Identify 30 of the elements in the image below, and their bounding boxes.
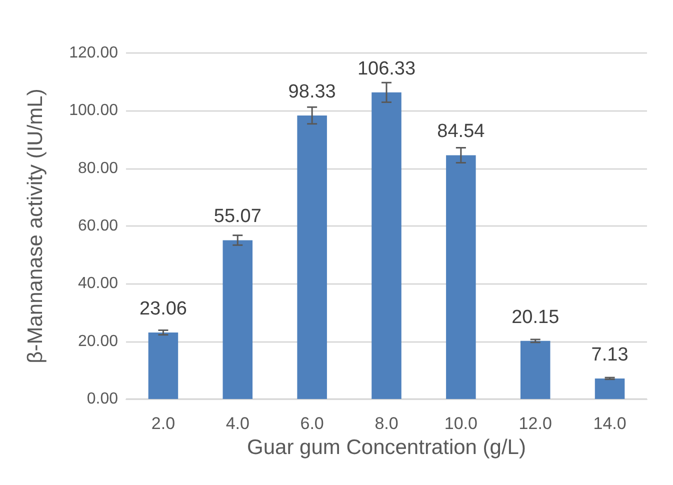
data-label: 106.33 bbox=[357, 58, 416, 80]
y-axis-title: β-Mannanase activity (IU/mL) bbox=[24, 88, 47, 364]
data-label: 23.06 bbox=[139, 298, 187, 320]
bar bbox=[594, 378, 625, 399]
x-tick-label: 2.0 bbox=[151, 414, 176, 433]
y-tick-label: 120.00 bbox=[69, 44, 118, 62]
bar bbox=[520, 340, 550, 399]
x-tick-label: 8.0 bbox=[374, 414, 398, 433]
y-tick-label: 40.00 bbox=[78, 275, 118, 292]
bar bbox=[222, 240, 253, 399]
x-tick-label: 4.0 bbox=[226, 414, 250, 433]
bar bbox=[446, 155, 476, 399]
y-tick-label: 60.00 bbox=[78, 218, 118, 234]
x-tick-label: 6.0 bbox=[300, 414, 324, 433]
y-tick-label: 80.00 bbox=[78, 160, 118, 177]
data-label: 7.13 bbox=[591, 344, 628, 366]
y-tick-label: 0.00 bbox=[86, 390, 118, 408]
x-tick-label: 12.0 bbox=[518, 414, 552, 433]
bar bbox=[297, 115, 327, 399]
x-tick-label: 14.0 bbox=[593, 414, 626, 433]
x-tick-label: 10.0 bbox=[444, 414, 478, 433]
data-label: 84.54 bbox=[437, 121, 486, 142]
x-axis-title: Guar gum Concentration (g/L) bbox=[247, 436, 526, 459]
data-label: 20.15 bbox=[512, 306, 560, 328]
data-label: 55.07 bbox=[214, 206, 262, 228]
y-tick-label: 100.00 bbox=[69, 102, 118, 120]
bar bbox=[372, 92, 402, 399]
data-label: 98.33 bbox=[288, 81, 336, 102]
y-tick-label: 20.00 bbox=[78, 332, 118, 350]
bar bbox=[148, 332, 178, 399]
